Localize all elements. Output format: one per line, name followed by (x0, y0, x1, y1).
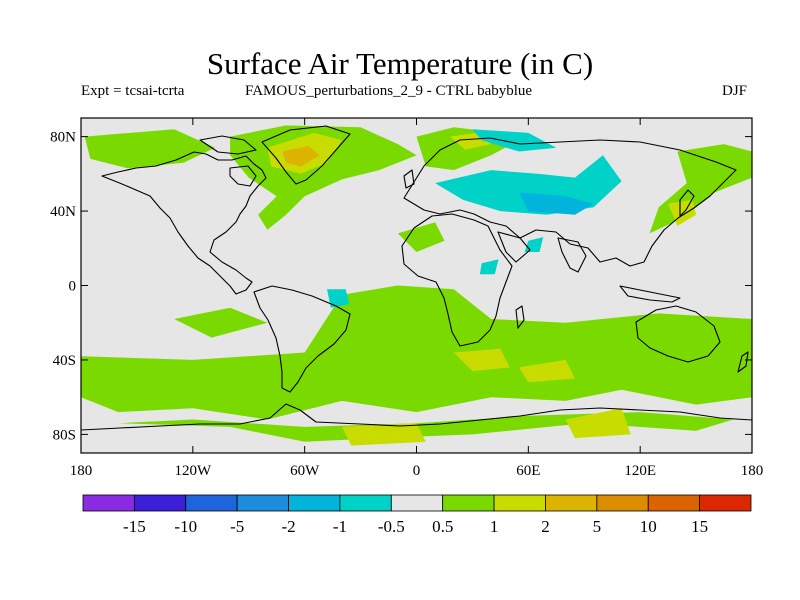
colorbar-label: 10 (640, 517, 657, 536)
lon-tick-label: 180 (741, 463, 764, 479)
coastline-arabia (497, 231, 531, 263)
anomaly-region-south-indian-warm (519, 359, 575, 383)
colorbar-label: -5 (230, 517, 244, 536)
colorbar-swatch (288, 494, 341, 512)
experiment-label: Expt = tcsai-tcrta (81, 83, 185, 99)
colorbar-label: -10 (174, 517, 197, 536)
colorbar-swatch (390, 494, 444, 512)
colorbar-swatch (545, 494, 598, 512)
anomaly-region-ross-warm (565, 408, 631, 439)
lon-tick-label: 120W (174, 463, 212, 479)
colorbar-label: 0.5 (432, 517, 453, 536)
coastline-new-zealand (737, 351, 749, 373)
anomaly-regions (81, 125, 752, 446)
lat-tick-label: 80S (53, 427, 76, 443)
anomaly-region-brazil-cold (327, 289, 350, 308)
coastline-australia (635, 305, 721, 363)
anomaly-region-mid-atlantic (397, 222, 445, 252)
colorbar-label: 1 (490, 517, 499, 536)
anomaly-region-barents-cold (472, 129, 557, 152)
coastline-eurasia (403, 137, 737, 267)
coastline-india (557, 237, 587, 273)
anomaly-region-labrador-warm (282, 145, 320, 167)
lat-tick-label: 0 (69, 279, 77, 295)
coastline-hudson-bay (229, 165, 257, 187)
axis-ticks: 80N 40N 0 40S 80S 180 120W 60W 0 60E 120E 180 (50, 118, 763, 479)
lon-tick-label: 0 (413, 463, 421, 479)
colorbar-swatch (493, 494, 546, 512)
colorbar-swatch (339, 494, 392, 512)
colorbar-label: -1 (333, 517, 347, 536)
lon-tick-label: 120E (624, 463, 656, 479)
anomaly-region-arabia-cold (479, 259, 499, 275)
anomaly-region-japan-warm (668, 199, 697, 226)
lat-tick-label: 40S (53, 353, 76, 369)
colorbar-swatch (647, 494, 701, 512)
anomaly-region-alaska-arctic (84, 129, 216, 169)
colorbar: -15 -10 -5 -2 -1 -0.5 0.5 1 2 5 10 15 (82, 494, 752, 536)
colorbar-label: 15 (691, 517, 708, 536)
coastline-indonesia (619, 285, 681, 303)
coastline-antarctica (81, 403, 752, 431)
coastline-africa (401, 213, 513, 347)
colorbar-swatch (699, 494, 752, 512)
coastline-greenland (261, 125, 351, 185)
colorbar-label: -2 (281, 517, 295, 536)
colorbar-swatch (442, 494, 495, 512)
coastline-madagascar (515, 305, 525, 329)
lon-tick-label: 60E (516, 463, 540, 479)
lon-tick-label: 180 (70, 463, 93, 479)
coastline-japan (679, 189, 695, 217)
coastline-british-isles (403, 169, 415, 189)
colorbar-label: 2 (541, 517, 550, 536)
coastline-south-america (253, 285, 351, 393)
colorbar-swatch (236, 494, 289, 512)
anomaly-region-weddell-warm (341, 423, 426, 446)
colorbar-label: 5 (593, 517, 602, 536)
coastlines (81, 125, 752, 431)
colorbar-swatch (133, 494, 187, 512)
plot-title: Surface Air Temperature (in C) (206, 46, 594, 81)
anomaly-region-southern-ocean-band (81, 285, 752, 420)
colorbar-swatch (82, 494, 135, 512)
colorbar-label: -15 (123, 517, 146, 536)
lat-tick-label: 80N (50, 130, 76, 146)
run-label: FAMOUS_perturbations_2_9 - CTRL babyblue (245, 83, 533, 99)
season-label: DJF (722, 83, 748, 99)
coastline-north-america (101, 151, 267, 295)
coastline-arctic-islands (199, 135, 257, 155)
lat-tick-label: 40N (50, 204, 76, 220)
anomaly-region-central-asia-cold (519, 192, 594, 215)
anomaly-region-south-atlantic-warm (453, 348, 510, 372)
colorbar-label: -0.5 (378, 517, 405, 536)
lon-tick-label: 60W (290, 463, 320, 479)
anomaly-region-east-pacific (174, 307, 268, 338)
colorbar-swatch (596, 494, 649, 512)
colorbar-swatch (185, 494, 238, 512)
